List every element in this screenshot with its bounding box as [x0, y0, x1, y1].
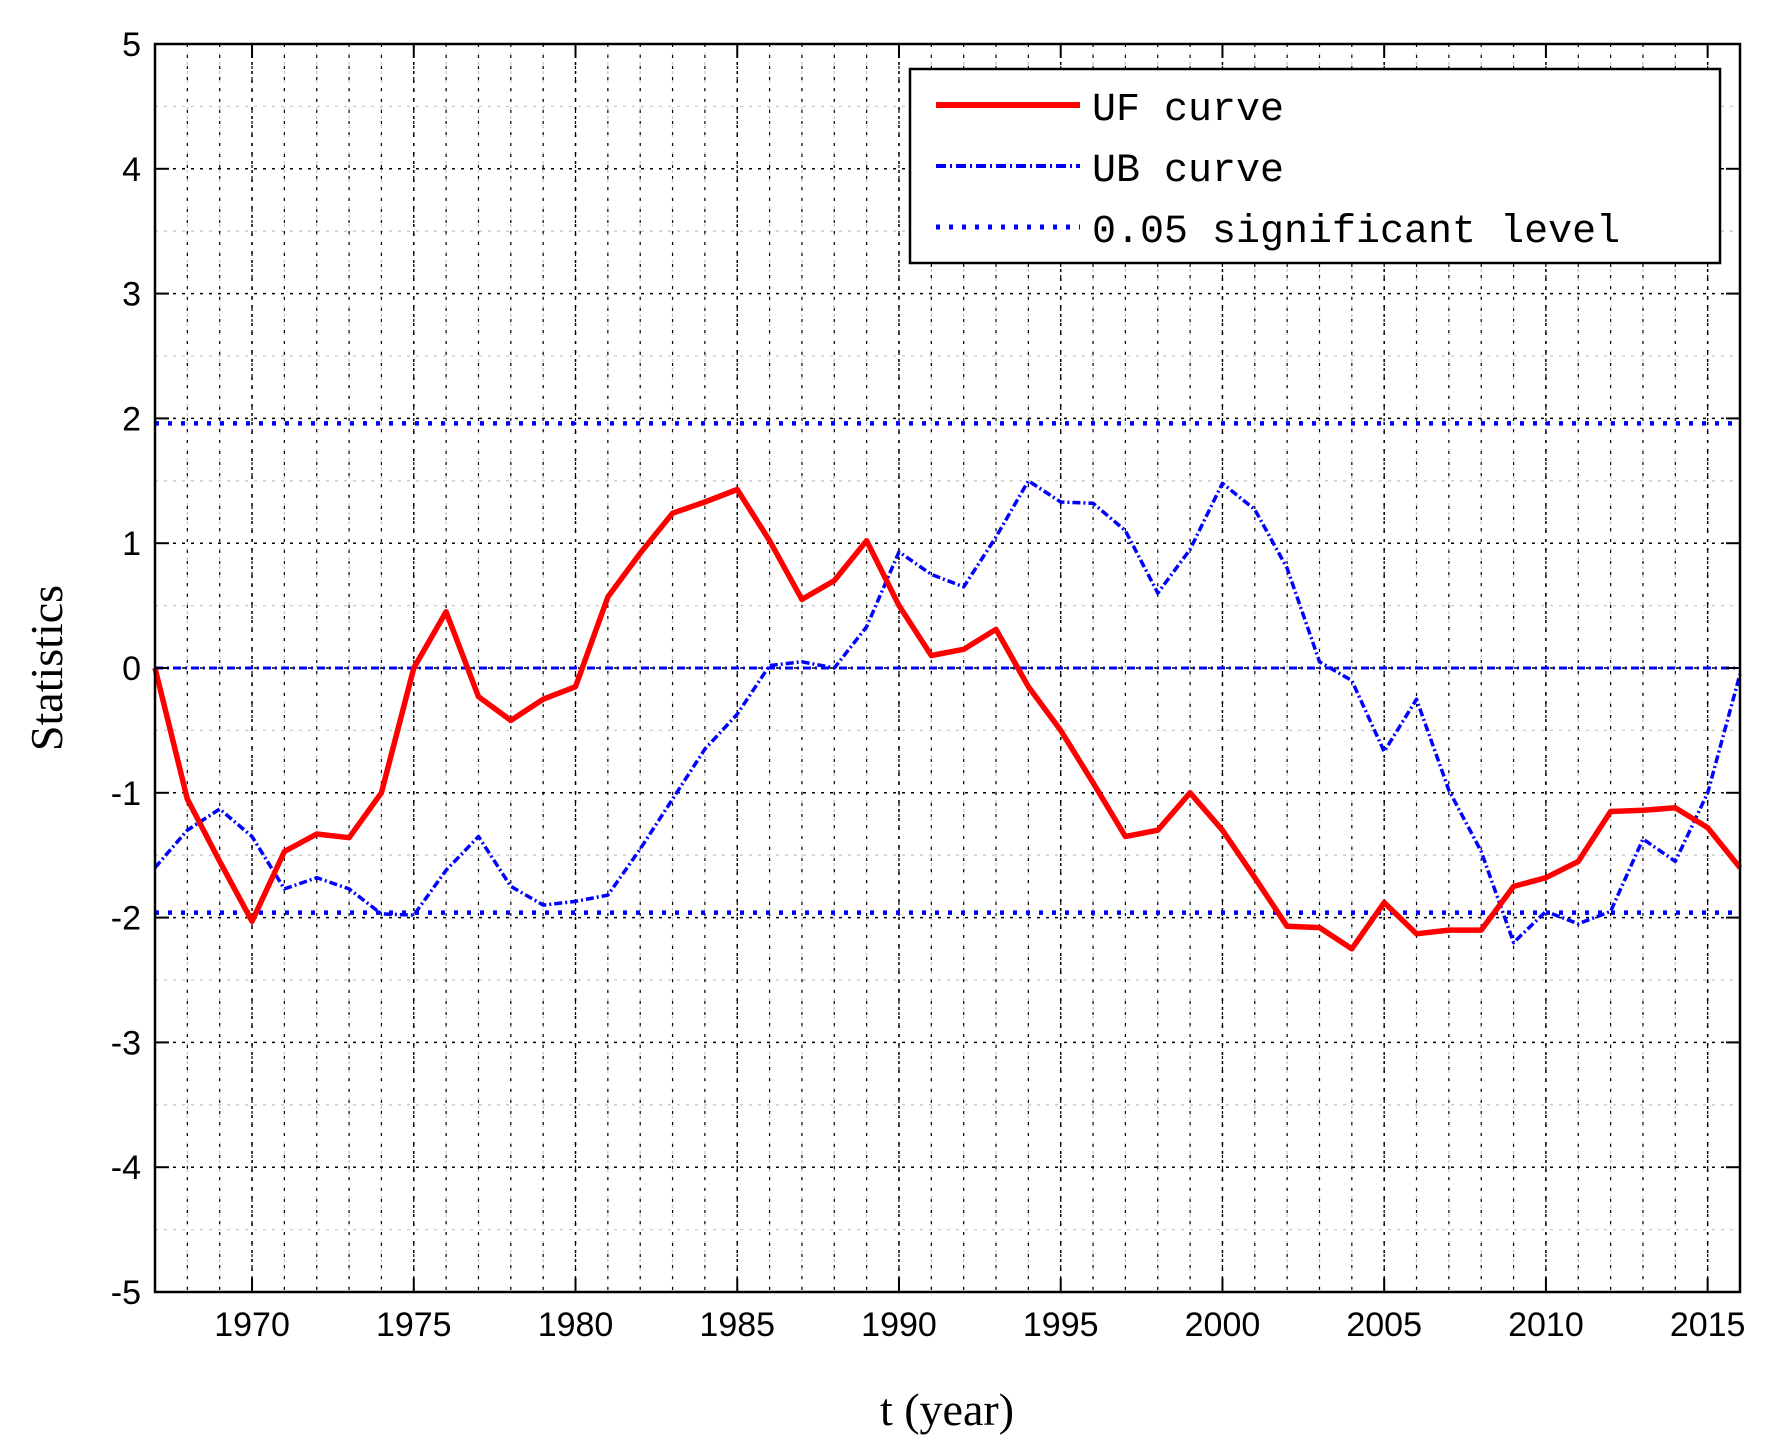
- x-tick-label: 2000: [1185, 1306, 1261, 1344]
- ub-curve-line: [153, 479, 1742, 945]
- y-tick-label: 4: [122, 151, 141, 189]
- x-tick-label: 1975: [376, 1306, 452, 1344]
- x-tick-label: 1980: [538, 1306, 614, 1344]
- x-axis-title: t (year): [880, 1384, 1014, 1435]
- tick-labels: 1970 1975 1980 1985 1990 1995 2000 2005 2010 2015…: [111, 26, 1746, 1344]
- x-tick-label: 2005: [1346, 1306, 1422, 1344]
- x-tick-label: 1970: [214, 1306, 290, 1344]
- legend-label-ub: UB curve: [1092, 149, 1284, 194]
- x-tick-label: 1985: [699, 1306, 775, 1344]
- y-tick-label: 3: [122, 276, 141, 314]
- y-tick-label: 2: [122, 400, 141, 438]
- legend-label-significance: 0.05 significant level: [1092, 210, 1620, 255]
- x-tick-label: 2010: [1508, 1306, 1584, 1344]
- y-tick-label: -1: [111, 775, 141, 813]
- uf-curve-line: [152, 486, 1743, 952]
- y-tick-label: -5: [111, 1274, 141, 1312]
- legend-label-uf: UF curve: [1092, 88, 1284, 133]
- ticks: [155, 43, 1740, 1293]
- y-tick-label: -4: [111, 1149, 141, 1187]
- x-tick-label: 1995: [1023, 1306, 1099, 1344]
- y-tick-label: 1: [122, 525, 141, 563]
- y-tick-label: 5: [122, 26, 141, 64]
- x-tick-label: 1990: [861, 1306, 937, 1344]
- y-tick-label: -2: [111, 900, 141, 938]
- y-axis-title: Statistics: [21, 585, 72, 751]
- y-tick-label: 0: [122, 650, 141, 688]
- legend: UF curve UB curve 0.05 significant level: [908, 67, 1722, 265]
- x-tick-label: 2015: [1670, 1306, 1746, 1344]
- y-tick-label: -3: [111, 1024, 141, 1062]
- series-group: [152, 421, 1743, 952]
